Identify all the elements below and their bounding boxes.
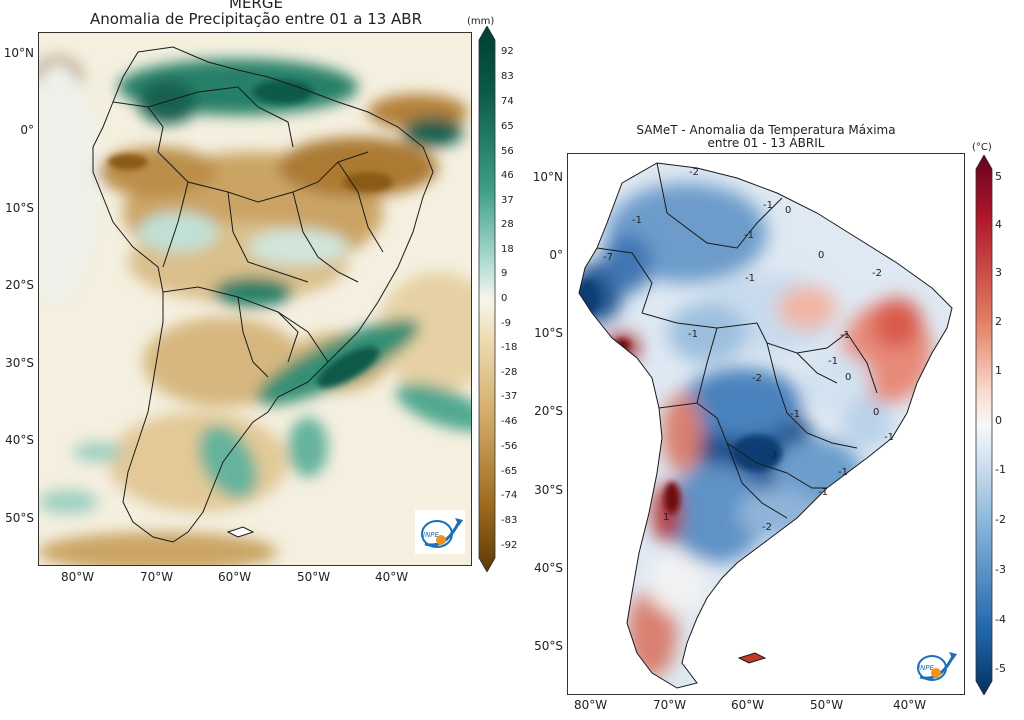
precip-colorbar-tick: 74 — [501, 96, 514, 107]
precip-lon-label: 80°W — [61, 570, 95, 584]
temp-colorbar-tick: -4 — [995, 613, 1006, 626]
precip-anomaly-map — [38, 32, 472, 566]
contour-label: -1 — [828, 356, 838, 367]
precip-colorbar-tick: -9 — [501, 318, 511, 329]
temp-lat-label: 50°S — [534, 639, 563, 653]
precip-lat-label: 10°S — [5, 201, 34, 215]
precip-title-line1: MERGE — [229, 0, 283, 12]
precip-colorbar-tick: -83 — [501, 515, 518, 526]
temp-colorbar — [975, 155, 993, 695]
precip-lon-label: 40°W — [375, 570, 409, 584]
temp-lat-label: 40°S — [534, 561, 563, 575]
contour-label: -7 — [603, 252, 613, 263]
temp-lon-label: 40°W — [893, 698, 927, 712]
temp-lat-label: 0° — [549, 248, 563, 262]
precip-lat-label: 10°N — [3, 46, 34, 60]
temp-colorbar-tick: 0 — [995, 414, 1002, 427]
temp-lon-label: 60°W — [731, 698, 765, 712]
temp-lat-label: 10°S — [534, 326, 563, 340]
precip-colorbar-tick: -28 — [501, 367, 518, 378]
contour-label: 0 — [873, 407, 880, 418]
precip-colorbar-tick: -46 — [501, 416, 518, 427]
precip-colorbar-tick: 92 — [501, 46, 514, 57]
precip-colorbar-tick: 65 — [501, 121, 514, 132]
contour-label: -1 — [840, 330, 850, 341]
contour-label: -1 — [745, 273, 755, 284]
temp-colorbar-unit: (°C) — [972, 142, 992, 153]
precip-lat-label: 0° — [20, 123, 34, 137]
precip-colorbar-tick: 18 — [501, 244, 514, 255]
contour-label: -1 — [688, 329, 698, 340]
precip-lat-label: 30°S — [5, 356, 34, 370]
temp-lat-label: 10°N — [532, 170, 563, 184]
temp-colorbar-tick: 3 — [995, 266, 1002, 279]
precip-colorbar-unit: (mm) — [467, 16, 495, 27]
temp-lon-label: 70°W — [653, 698, 687, 712]
temp-colorbar-tick: -1 — [995, 463, 1006, 476]
inpe-logo-text: INPE — [423, 531, 439, 539]
precip-colorbar-tick: -18 — [501, 342, 518, 353]
temp-lon-label: 50°W — [810, 698, 844, 712]
precip-colorbar-tick: 56 — [501, 146, 514, 157]
precip-colorbar-tick: -74 — [501, 490, 518, 501]
contour-label: -1 — [790, 409, 800, 420]
contour-label: -2 — [762, 522, 772, 533]
precip-lat-label: 40°S — [5, 433, 34, 447]
temp-title-line1: SAMeT - Anomalia da Temperatura Máxima — [636, 123, 896, 137]
precip-colorbar-tick: 37 — [501, 195, 514, 206]
contour-label: -2 — [689, 167, 699, 178]
temp-colorbar-tick: -2 — [995, 513, 1006, 526]
contour-label: 0 — [845, 372, 852, 383]
inpe-logo: INPE — [912, 645, 958, 687]
precip-colorbar-tick: 9 — [501, 268, 508, 279]
precip-lon-label: 60°W — [218, 570, 252, 584]
precip-colorbar — [478, 26, 496, 572]
contour-label: -1 — [884, 432, 894, 443]
precip-title-line2: Anomalia de Precipitação entre 01 a 13 A… — [89, 10, 423, 28]
precip-colorbar-tick: -37 — [501, 391, 518, 402]
contour-label: -3 — [767, 450, 777, 461]
temp-colorbar-tick: 2 — [995, 315, 1002, 328]
inpe-logo: INPE — [415, 510, 465, 554]
temp-colorbar-tick: 5 — [995, 170, 1002, 183]
temp-colorbar-tick: 1 — [995, 364, 1002, 377]
precip-colorbar-tick: 83 — [501, 71, 514, 82]
contour-label: 0 — [818, 250, 825, 261]
precip-colorbar-tick: 28 — [501, 219, 514, 230]
precip-lat-label: 20°S — [5, 278, 34, 292]
precip-colorbar-tick: -65 — [501, 466, 518, 477]
precip-colorbar-tick: -56 — [501, 441, 518, 452]
inpe-logo-text: INPE — [918, 664, 934, 672]
precip-lat-label: 50°S — [5, 511, 34, 525]
contour-label: 1 — [663, 512, 670, 523]
temp-colorbar-tick: -5 — [995, 662, 1006, 675]
temp-lat-label: 20°S — [534, 404, 563, 418]
contour-label: -2 — [872, 268, 882, 279]
precip-colorbar-tick: 0 — [501, 293, 508, 304]
temp-lat-label: 30°S — [534, 483, 563, 497]
contour-label: 0 — [785, 205, 792, 216]
temp-colorbar-tick: -3 — [995, 563, 1006, 576]
temp-title-line2: entre 01 - 13 ABRIL — [707, 136, 825, 150]
precip-lon-label: 50°W — [297, 570, 331, 584]
precip-colorbar-tick: -92 — [501, 540, 518, 551]
contour-label: -1 — [632, 215, 642, 226]
temp-colorbar-tick: 4 — [995, 218, 1002, 231]
contour-label: -1 — [744, 230, 754, 241]
precip-colorbar-tick: 46 — [501, 170, 514, 181]
contour-label: -1 — [818, 487, 828, 498]
precip-lon-label: 70°W — [140, 570, 174, 584]
temp-lon-label: 80°W — [574, 698, 608, 712]
contour-label: -1 — [838, 467, 848, 478]
temperature-anomaly-map — [567, 153, 965, 695]
contour-label: -2 — [752, 373, 762, 384]
contour-label: -1 — [763, 200, 773, 211]
